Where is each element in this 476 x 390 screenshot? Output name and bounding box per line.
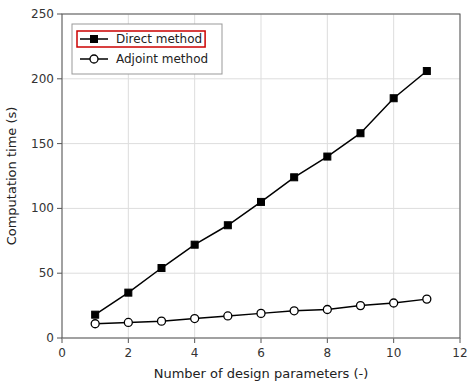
y-tick bbox=[57, 78, 62, 79]
legend-box bbox=[72, 24, 222, 74]
square-marker bbox=[224, 222, 231, 229]
y-tick-label: 250 bbox=[31, 7, 54, 21]
square-marker bbox=[258, 198, 265, 205]
square-marker bbox=[357, 130, 364, 137]
square-marker bbox=[191, 241, 198, 248]
x-grid-line bbox=[327, 14, 328, 338]
axes: 0 2 4 6 8 10 12 0 50 100 150 200 250 bbox=[31, 7, 468, 360]
y-grid-line bbox=[62, 208, 460, 209]
y-tick bbox=[57, 338, 62, 339]
circle-marker bbox=[158, 317, 166, 325]
legend-marker bbox=[91, 36, 98, 43]
x-tick-label: 12 bbox=[452, 346, 467, 360]
chart: 0 2 4 6 8 10 12 0 50 100 150 200 250 Number of design… bbox=[0, 0, 476, 390]
circle-marker bbox=[257, 309, 265, 317]
series bbox=[92, 68, 431, 319]
series-line bbox=[95, 71, 427, 315]
y-grid-line bbox=[62, 273, 460, 274]
square-marker bbox=[158, 265, 165, 272]
circle-marker bbox=[290, 307, 298, 315]
y-tick-label: 200 bbox=[31, 72, 54, 86]
y-grid-line bbox=[62, 78, 460, 79]
legend-highlight bbox=[77, 31, 205, 47]
x-tick-label: 0 bbox=[58, 346, 66, 360]
y-tick bbox=[57, 14, 62, 15]
y-tick bbox=[57, 273, 62, 274]
x-tick-label: 8 bbox=[324, 346, 332, 360]
y-axis-label: Computation time (s) bbox=[4, 107, 19, 246]
x-tick-label: 2 bbox=[125, 346, 133, 360]
x-tick-label: 10 bbox=[386, 346, 401, 360]
circle-marker bbox=[91, 320, 99, 328]
x-tick bbox=[460, 338, 461, 343]
circle-marker bbox=[124, 318, 132, 326]
square-marker bbox=[324, 153, 331, 160]
legend-label: Adjoint method bbox=[116, 52, 208, 66]
plot-frame bbox=[62, 14, 460, 338]
y-tick-label: 0 bbox=[46, 331, 54, 345]
series-line bbox=[95, 299, 427, 324]
x-tick bbox=[393, 338, 394, 343]
series bbox=[91, 295, 431, 328]
circle-marker bbox=[423, 295, 431, 303]
circle-marker bbox=[390, 299, 398, 307]
square-marker bbox=[423, 68, 430, 75]
x-tick bbox=[128, 338, 129, 343]
circle-marker bbox=[323, 305, 331, 313]
x-grid-line bbox=[393, 14, 394, 338]
x-tick bbox=[327, 338, 328, 343]
y-tick bbox=[57, 143, 62, 144]
y-tick-label: 50 bbox=[39, 266, 54, 280]
x-axis-label: Number of design parameters (-) bbox=[154, 366, 369, 381]
circle-marker bbox=[357, 302, 365, 310]
x-tick bbox=[261, 338, 262, 343]
legend-label: Direct method bbox=[116, 32, 202, 46]
circle-marker bbox=[224, 312, 232, 320]
y-grid-line bbox=[62, 143, 460, 144]
square-marker bbox=[92, 311, 99, 318]
x-tick-label: 4 bbox=[191, 346, 199, 360]
square-marker bbox=[125, 289, 132, 296]
plot-area bbox=[91, 68, 431, 328]
legend: Direct method Adjoint method bbox=[72, 24, 222, 74]
y-tick-label: 100 bbox=[31, 201, 54, 215]
x-tick-label: 6 bbox=[257, 346, 265, 360]
square-marker bbox=[390, 95, 397, 102]
x-tick bbox=[62, 338, 63, 343]
legend-marker bbox=[90, 55, 98, 63]
circle-marker bbox=[191, 315, 199, 323]
y-tick bbox=[57, 208, 62, 209]
x-tick bbox=[194, 338, 195, 343]
y-tick-label: 150 bbox=[31, 137, 54, 151]
square-marker bbox=[291, 174, 298, 181]
x-grid-line bbox=[261, 14, 262, 338]
